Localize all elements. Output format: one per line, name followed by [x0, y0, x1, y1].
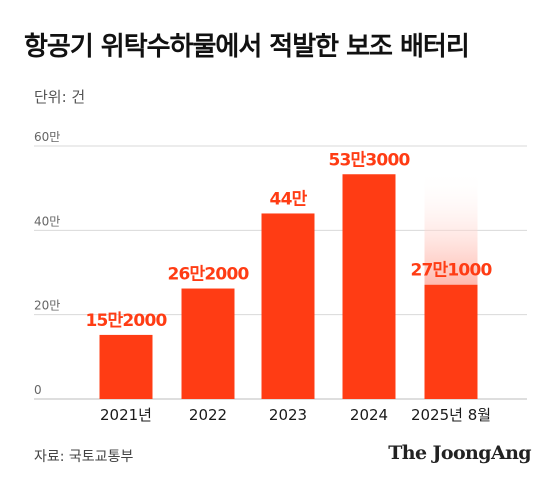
bars — [99, 170, 478, 399]
x-tick-label: 2024 — [350, 406, 388, 424]
y-tick-label: 40만 — [34, 214, 60, 228]
x-tick-label: 2022 — [189, 406, 227, 424]
bar — [261, 213, 315, 399]
highlight-fade — [424, 170, 478, 285]
unit-note: 단위: 건 — [34, 88, 86, 106]
source-note: 자료: 국토교통부 — [34, 449, 134, 465]
data-label: 44만 — [270, 189, 308, 209]
bar — [99, 334, 153, 399]
data-label: 15만2000 — [85, 311, 167, 331]
bar — [342, 174, 396, 399]
x-tick-label: 2023 — [269, 406, 307, 424]
chart-title: 항공기 위탁수하물에서 적발한 보조 배터리 — [24, 32, 470, 62]
y-tick-label: 20만 — [34, 299, 60, 313]
labels: 0 20만 40만 60만 15만2000 2021년 26만2000 2022 44만 2023… — [34, 130, 493, 424]
y-tick-label: 60만 — [34, 130, 60, 144]
x-tick-label: 2025년 8월 — [411, 406, 491, 424]
data-label: 53만3000 — [328, 150, 410, 170]
data-label: 26만2000 — [167, 265, 249, 285]
brand-logo: The JoongAng — [388, 442, 531, 464]
y-tick-label: 0 — [34, 383, 42, 397]
x-tick-label: 2021년 — [100, 406, 152, 424]
bar-chart: 0 20만 40만 60만 15만2000 2021년 26만2000 2022 44만 2023… — [34, 130, 527, 424]
bar — [424, 284, 478, 399]
bar — [181, 288, 235, 399]
data-label: 27만1000 — [410, 261, 492, 281]
